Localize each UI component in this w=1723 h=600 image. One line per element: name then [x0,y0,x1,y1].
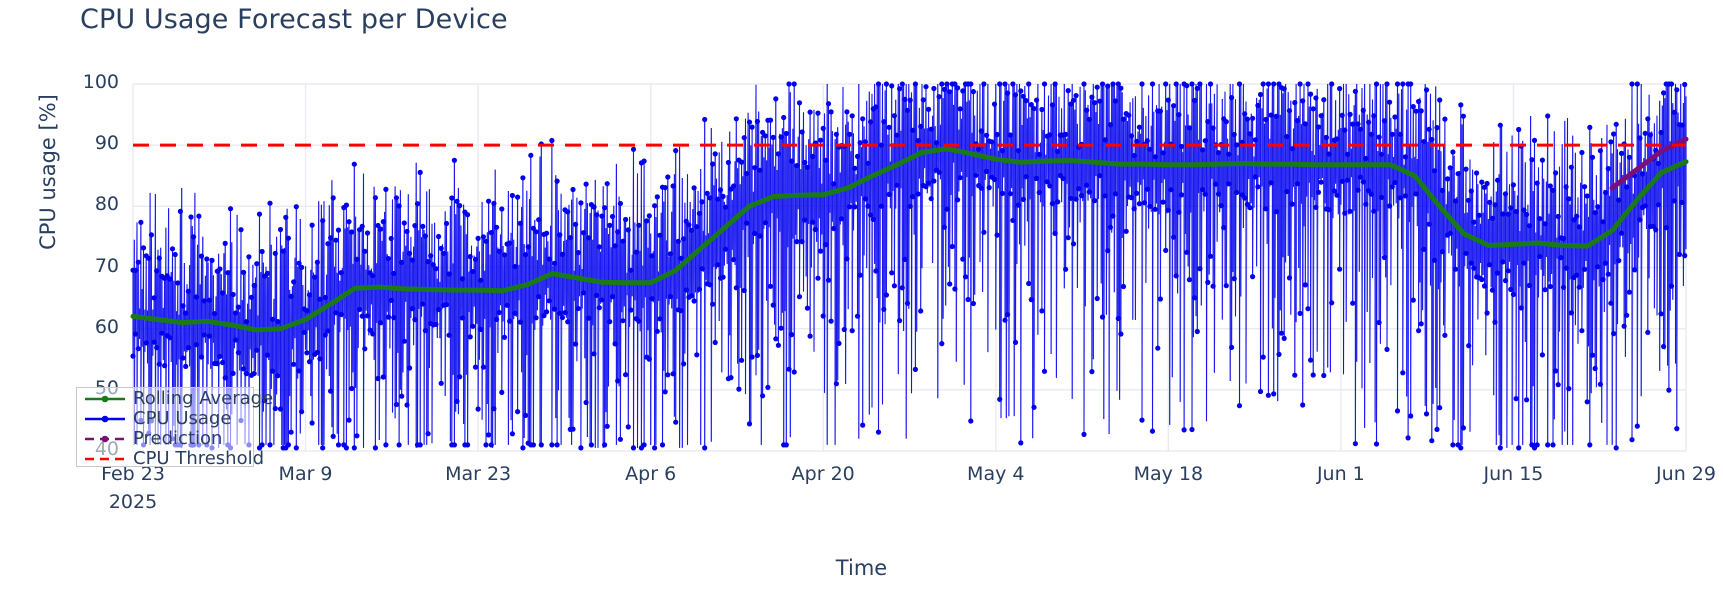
x-tick-label: Apr 20 [791,463,855,485]
x-tick-label: Apr 6 [625,463,677,485]
x-tick-label: Jun 1 [1316,463,1365,485]
legend-swatch-icon [83,431,127,445]
x-tick-sublabel: 2025 [108,491,158,513]
legend-swatch-icon [83,451,127,465]
legend-swatch-icon [83,391,127,405]
x-tick-label: Mar 23 [445,463,512,485]
x-tick-label: Feb 23 [101,463,165,485]
series-rolling-average [130,146,1689,333]
legend-swatch-icon [83,411,127,425]
x-tick-label: Jun 29 [1656,463,1716,485]
legend-item-cpu-usage[interactable]: CPU Usage [77,407,253,429]
x-tick-label: May 18 [1133,463,1204,485]
chart-title: CPU Usage Forecast per Device [80,4,508,35]
y-tick-label: 90 [94,132,119,155]
chart-legend[interactable]: Rolling Average CPU Usage Prediction CPU Th… [76,387,273,469]
x-tick-label: Jun 15 [1483,463,1544,485]
legend-item-cpu-threshold[interactable]: CPU Threshold [77,448,264,469]
legend-label: CPU Threshold [133,447,265,469]
series-cpu-usage [130,81,1688,451]
x-tick-label: Mar 9 [278,463,333,485]
x-axis-label: Time [835,556,888,580]
legend-label: Rolling Average [133,387,274,409]
legend-item-prediction[interactable]: Prediction [77,427,253,449]
legend-label: CPU Usage [133,407,232,429]
y-tick-label: 60 [94,315,119,338]
y-tick-label: 80 [94,193,119,216]
y-tick-label: 70 [94,254,119,277]
legend-item-rolling-average[interactable]: Rolling Average [77,388,273,409]
y-tick-label: 100 [82,71,119,93]
x-tick-label: May 4 [967,463,1025,485]
legend-label: Prediction [133,427,223,449]
